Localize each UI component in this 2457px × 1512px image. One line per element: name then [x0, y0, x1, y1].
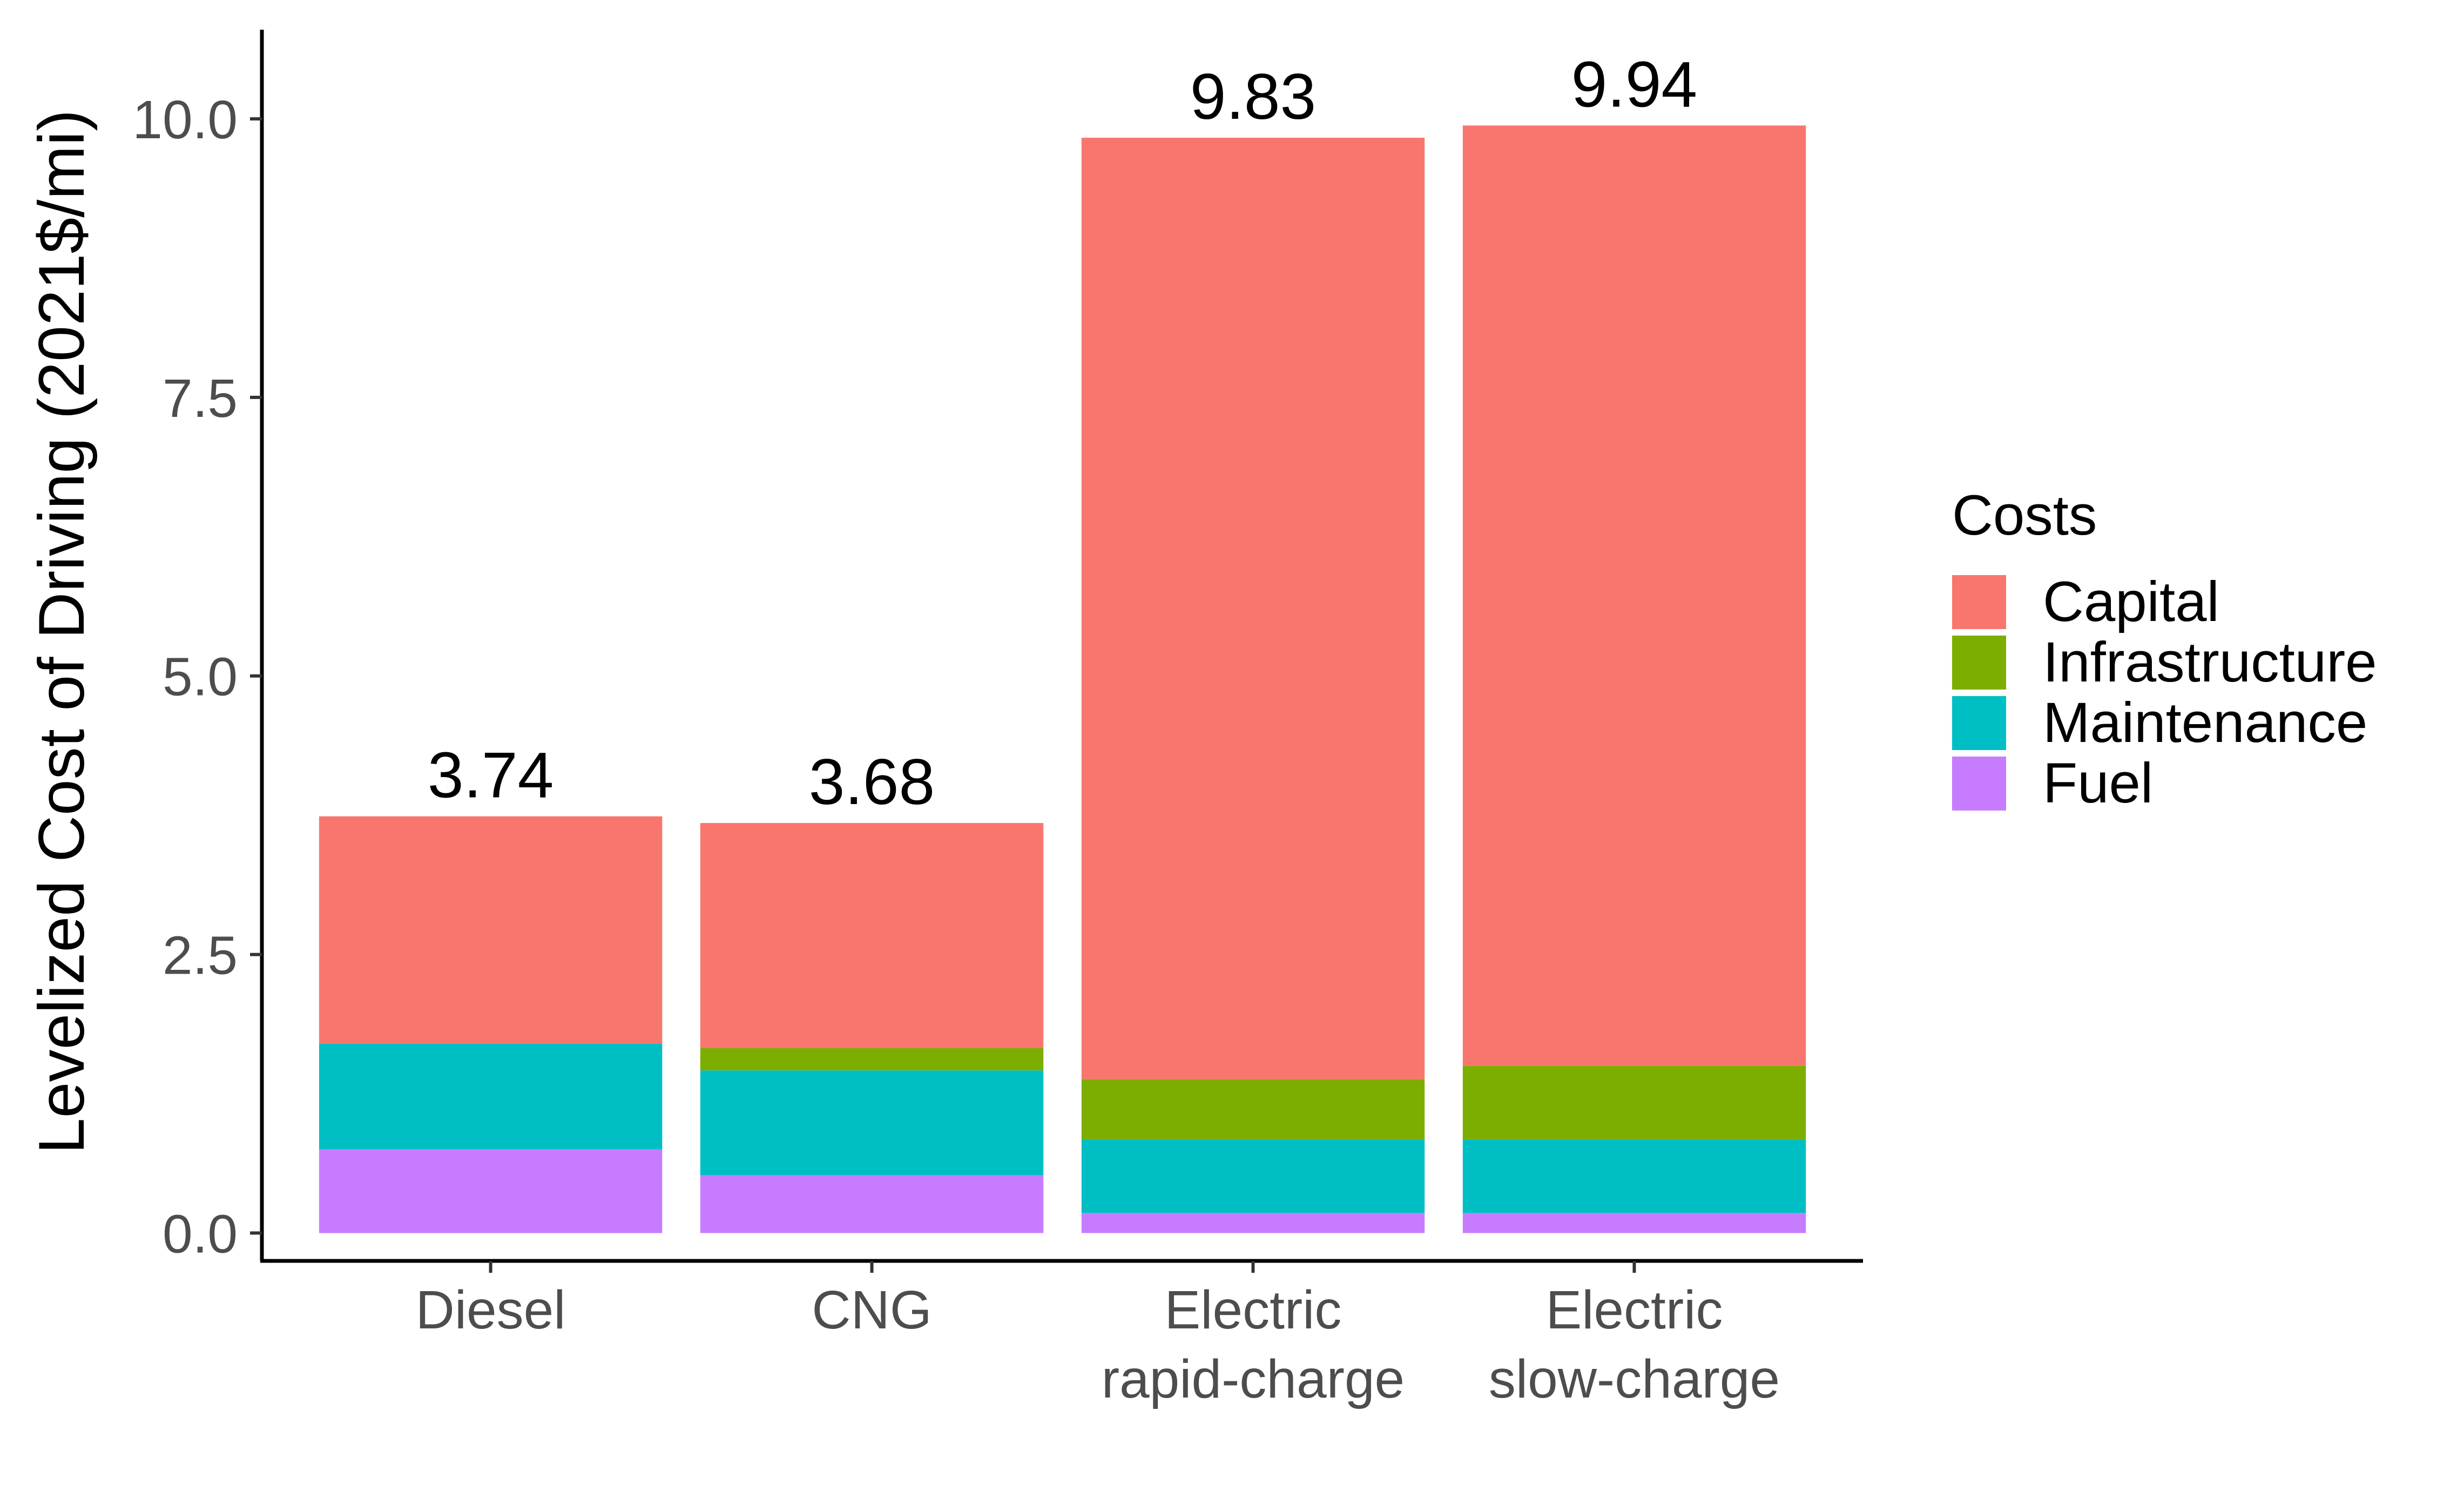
plot-area: 3.74 3.68 9.83 9.94 0.0 2.5 5.0 7.5 10.0 Diesel CN… — [132, 30, 1863, 1409]
x-tick-label: CNG — [812, 1280, 932, 1340]
bar-segment-maintenance — [1081, 1139, 1425, 1213]
bar-segment-capital — [1081, 138, 1425, 1079]
bar-segment-capital — [319, 816, 663, 1044]
legend-label-infrastructure: Infrastructure — [2043, 631, 2377, 694]
bar-segment-fuel — [1462, 1213, 1806, 1233]
bar-segment-infrastructure — [1081, 1079, 1425, 1140]
bar-segment-maintenance — [319, 1043, 663, 1150]
x-tick-label: Electric slow-charge — [1489, 1280, 1780, 1409]
y-axis-title: Levelized Cost of Driving (2021$/mi) — [25, 110, 98, 1154]
legend: Costs CapitalInfrastructureMaintenanceFue… — [1952, 484, 2377, 815]
bar-segment-capital — [700, 823, 1044, 1048]
legend-label-maintenance: Maintenance — [2043, 691, 2367, 754]
bar-segment-fuel — [319, 1149, 663, 1233]
bar-total-label: 3.68 — [809, 746, 935, 818]
x-tick-label: Diesel — [416, 1280, 566, 1340]
bar-segment-infrastructure — [700, 1048, 1044, 1071]
bar-total-label: 9.83 — [1190, 60, 1317, 133]
y-tick-label: 2.5 — [163, 926, 238, 986]
legend-title: Costs — [1952, 484, 2097, 547]
bar-segment-infrastructure — [1462, 1065, 1806, 1140]
y-tick-label: 7.5 — [163, 368, 238, 429]
bar-segment-capital — [1462, 125, 1806, 1066]
legend-swatch-infrastructure — [1952, 636, 2006, 690]
y-tick-label: 0.0 — [163, 1204, 238, 1264]
bar-segment-fuel — [1081, 1213, 1425, 1233]
bar-segment-fuel — [700, 1175, 1044, 1233]
bar-segment-maintenance — [1462, 1139, 1806, 1213]
legend-label-fuel: Fuel — [2043, 752, 2153, 815]
bar-total-label: 3.74 — [428, 739, 554, 812]
bar-total-label: 9.94 — [1571, 48, 1698, 120]
x-tick-label: Electric rapid-charge — [1102, 1280, 1405, 1409]
y-tick-label: 5.0 — [163, 647, 238, 707]
legend-swatch-fuel — [1952, 757, 2006, 811]
bar-segment-maintenance — [700, 1070, 1044, 1176]
legend-label-capital: Capital — [2043, 570, 2219, 633]
y-tick-label: 10.0 — [132, 90, 238, 150]
legend-swatch-maintenance — [1952, 696, 2006, 750]
legend-swatch-capital — [1952, 575, 2006, 629]
